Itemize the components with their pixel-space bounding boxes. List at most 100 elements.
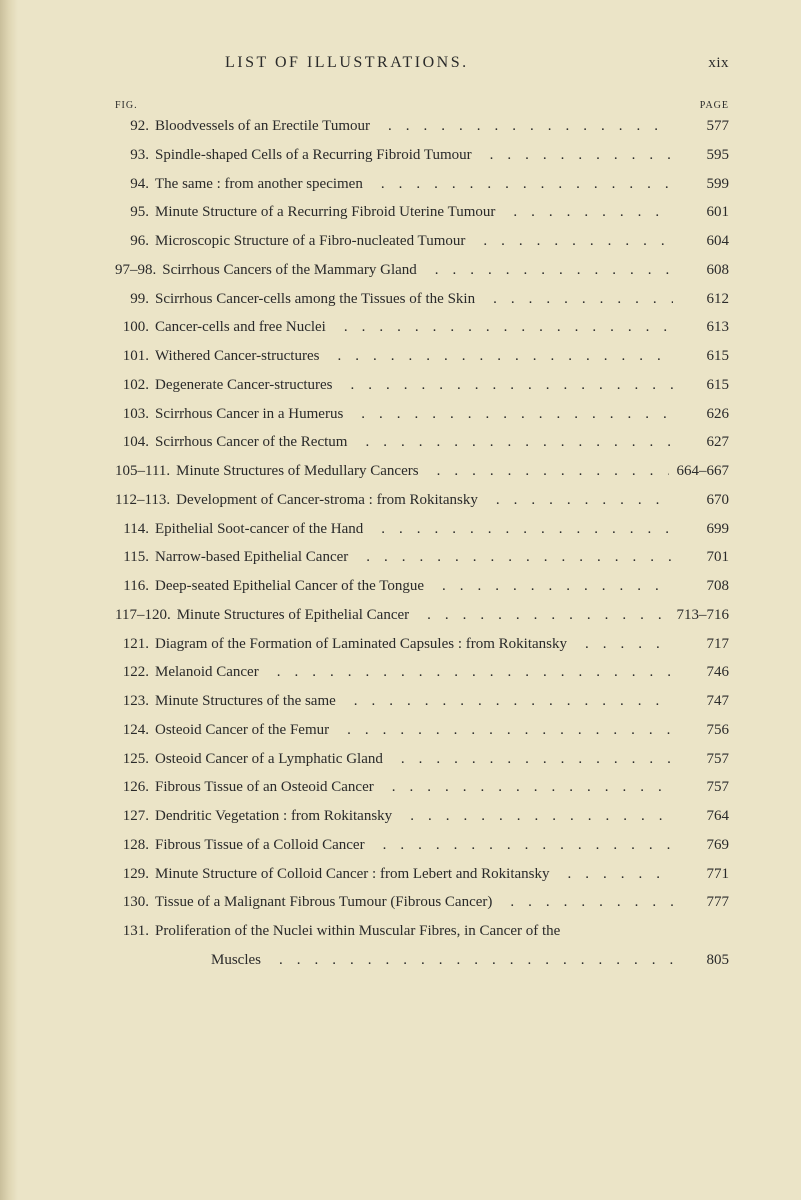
entry-title: Scirrhous Cancers of the Mammary Gland — [162, 259, 417, 282]
list-entry: 94.The same : from another specimen.....… — [115, 173, 729, 196]
list-entry: 114.Epithelial Soot-cancer of the Hand..… — [115, 518, 729, 541]
entry-page: 699 — [673, 518, 729, 541]
entry-page: 713–716 — [669, 604, 730, 627]
entry-number: 126. — [115, 776, 155, 799]
entry-number: 123. — [115, 690, 155, 713]
list-entry: 115.Narrow-based Epithelial Cancer......… — [115, 546, 729, 569]
entry-page: 708 — [673, 575, 729, 598]
list-entry: 104.Scirrhous Cancer of the Rectum......… — [115, 431, 729, 454]
leader-dots: ........................ — [392, 805, 673, 828]
entry-number: 96. — [115, 230, 155, 253]
entry-page: 604 — [673, 230, 729, 253]
list-entry: 101.Withered Cancer-structures..........… — [115, 345, 729, 368]
list-entry: 126.Fibrous Tissue of an Osteoid Cancer.… — [115, 776, 729, 799]
leader-dots: ........................ — [363, 518, 673, 541]
entry-number: 101. — [115, 345, 155, 368]
list-entry: 130.Tissue of a Malignant Fibrous Tumour… — [115, 891, 729, 914]
entry-title: Epithelial Soot-cancer of the Hand — [155, 518, 363, 541]
entry-title: Fibrous Tissue of an Osteoid Cancer — [155, 776, 374, 799]
entry-page: 601 — [673, 201, 729, 224]
leader-dots: ........................ — [347, 431, 673, 454]
entry-page: 757 — [673, 748, 729, 771]
running-header: LIST OF ILLUSTRATIONS. — [225, 54, 469, 72]
entry-number: 125. — [115, 748, 155, 771]
entry-page: 627 — [673, 431, 729, 454]
list-entry: 123.Minute Structures of the same.......… — [115, 690, 729, 713]
entry-page: 805 — [673, 949, 729, 972]
entry-title: Proliferation of the Nuclei within Muscu… — [155, 920, 560, 943]
entry-page: 764 — [673, 805, 729, 828]
list-entry: 131.Proliferation of the Nuclei within M… — [115, 920, 729, 943]
entry-title: Minute Structure of Colloid Cancer : fro… — [155, 863, 550, 886]
entry-number: 122. — [115, 661, 155, 684]
entry-number: 103. — [115, 403, 155, 426]
entry-title: Tissue of a Malignant Fibrous Tumour (Fi… — [155, 891, 492, 914]
entry-title: Bloodvessels of an Erectile Tumour — [155, 115, 370, 138]
leader-dots: ........................ — [475, 288, 673, 311]
leader-dots: ........................ — [348, 546, 673, 569]
list-entry: 112–113.Development of Cancer-stroma : f… — [115, 489, 729, 512]
entry-title: Minute Structure of a Recurring Fibroid … — [155, 201, 495, 224]
entry-title: Spindle-shaped Cells of a Recurring Fibr… — [155, 144, 472, 167]
entry-number: 128. — [115, 834, 155, 857]
leader-dots: ........................ — [409, 604, 668, 627]
entry-page: 613 — [673, 316, 729, 339]
list-entry: 92.Bloodvessels of an Erectile Tumour...… — [115, 115, 729, 138]
entry-page: 701 — [673, 546, 729, 569]
list-entry: 127.Dendritic Vegetation : from Rokitans… — [115, 805, 729, 828]
leader-dots: ........................ — [329, 719, 673, 742]
leader-dots: ........................ — [478, 489, 673, 512]
entry-title: Fibrous Tissue of a Colloid Cancer — [155, 834, 365, 857]
entry-title: Microscopic Structure of a Fibro-nucleat… — [155, 230, 465, 253]
leader-dots: ........................ — [259, 661, 673, 684]
list-entry: 116.Deep-seated Epithelial Cancer of the… — [115, 575, 729, 598]
entry-number: 117–120. — [115, 604, 177, 627]
leader-dots: ........................ — [365, 834, 673, 857]
entry-title: Narrow-based Epithelial Cancer — [155, 546, 348, 569]
entry-page: 747 — [673, 690, 729, 713]
entry-title: Development of Cancer-stroma : from Roki… — [176, 489, 478, 512]
entry-number: 112–113. — [115, 489, 176, 512]
page-container: LIST OF ILLUSTRATIONS. xix FIG. PAGE 92.… — [0, 0, 801, 1028]
entry-number: 129. — [115, 863, 155, 886]
entry-title: Minute Structures of the same — [155, 690, 336, 713]
entry-page: 595 — [673, 144, 729, 167]
leader-dots: ........................ — [374, 776, 673, 799]
entry-title: Minute Structures of Epithelial Cancer — [177, 604, 409, 627]
entry-title: Dendritic Vegetation : from Rokitansky — [155, 805, 392, 828]
entry-title: Scirrhous Cancer in a Humerus — [155, 403, 343, 426]
list-entry: 102.Degenerate Cancer-structures........… — [115, 374, 729, 397]
leader-dots: ........................ — [370, 115, 673, 138]
entry-title: Withered Cancer-structures — [155, 345, 319, 368]
entry-title: Cancer-cells and free Nuclei — [155, 316, 326, 339]
leader-dots: ........................ — [567, 633, 673, 656]
entry-number: 121. — [115, 633, 155, 656]
entry-number: 97–98. — [115, 259, 162, 282]
entry-number: 95. — [115, 201, 155, 224]
header-row: LIST OF ILLUSTRATIONS. xix — [115, 54, 729, 72]
list-entry: 96.Microscopic Structure of a Fibro-nucl… — [115, 230, 729, 253]
page-column-label: PAGE — [700, 100, 729, 111]
list-entry: 103.Scirrhous Cancer in a Humerus.......… — [115, 403, 729, 426]
list-entry: 93.Spindle-shaped Cells of a Recurring F… — [115, 144, 729, 167]
entry-number: 104. — [115, 431, 155, 454]
entry-page: 757 — [673, 776, 729, 799]
entry-number: 99. — [115, 288, 155, 311]
entry-page: 626 — [673, 403, 729, 426]
entry-title: Melanoid Cancer — [155, 661, 259, 684]
entry-title: Diagram of the Formation of Laminated Ca… — [155, 633, 567, 656]
list-entry: 124.Osteoid Cancer of the Femur.........… — [115, 719, 729, 742]
entry-page: 615 — [673, 345, 729, 368]
list-entry: 105–111.Minute Structures of Medullary C… — [115, 460, 729, 483]
list-entry: 128.Fibrous Tissue of a Colloid Cancer..… — [115, 834, 729, 857]
leader-dots: ........................ — [383, 748, 673, 771]
leader-dots: ........................ — [465, 230, 673, 253]
list-entry: 129.Minute Structure of Colloid Cancer :… — [115, 863, 729, 886]
list-entry: 99.Scirrhous Cancer-cells among the Tiss… — [115, 288, 729, 311]
entry-number: 130. — [115, 891, 155, 914]
leader-dots: ........................ — [326, 316, 673, 339]
entry-number: 102. — [115, 374, 155, 397]
leader-dots: ........................ — [261, 949, 673, 972]
entries-list: 92.Bloodvessels of an Erectile Tumour...… — [115, 115, 729, 972]
entry-page: 615 — [673, 374, 729, 397]
